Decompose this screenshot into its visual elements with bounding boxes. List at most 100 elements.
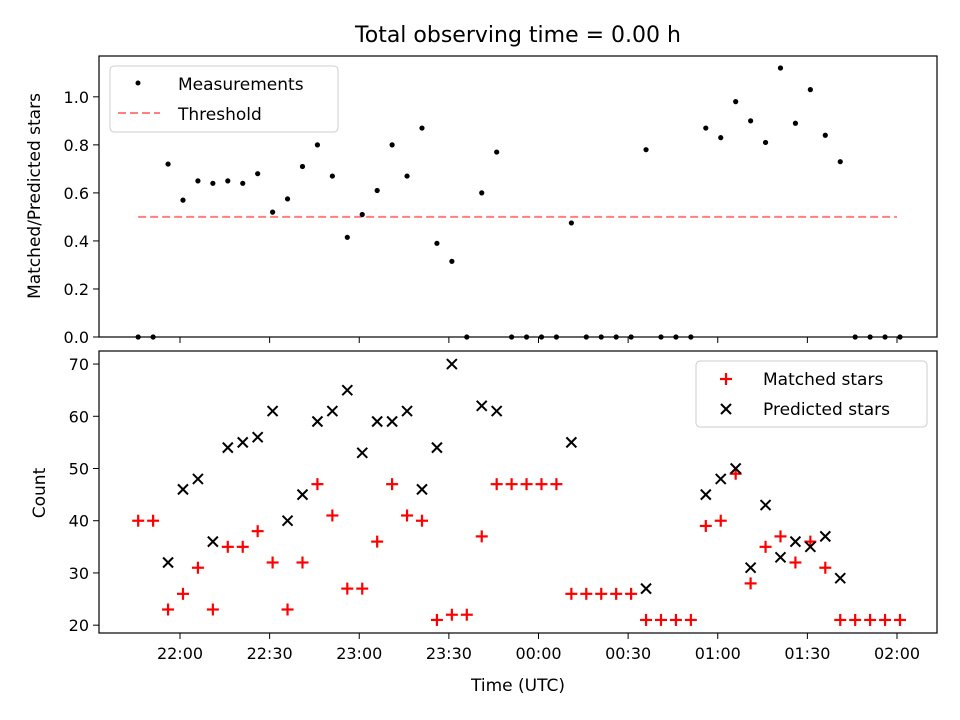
matched-star-point [371, 535, 384, 548]
legend-matched-label: Matched stars [763, 370, 883, 390]
predicted-star-point [744, 562, 757, 574]
measurement-point [568, 220, 574, 226]
measurement-point [837, 159, 843, 165]
matched-star-point [445, 608, 458, 621]
count-panel: 20 30 40 50 60 70 22:00 22:30 23:00 23:30 00:00 00… [30, 350, 938, 663]
x-tick-label: 22:00 [157, 644, 203, 663]
matched-star-point [281, 603, 294, 616]
matched-star-point [191, 561, 204, 574]
predicted-star-point [476, 400, 488, 412]
predicted-star-point [341, 384, 354, 396]
measurement-point [449, 258, 455, 264]
measurement-point [404, 173, 410, 179]
predicted-star-point [266, 405, 279, 417]
measurement-point [419, 125, 425, 131]
x-tick-label: 02:00 [874, 644, 920, 663]
predicted-star-point [296, 488, 309, 501]
matched-star-point [640, 613, 653, 626]
measurement-point [314, 142, 321, 148]
count-y-axis-label: Count [30, 467, 50, 518]
matched-star-point [714, 514, 727, 527]
measurement-point [195, 178, 201, 184]
count-plot-area [132, 358, 906, 626]
predicted-star-point [356, 447, 368, 459]
predicted-star-point [804, 541, 817, 553]
legend-measurements-marker [135, 80, 141, 86]
ratio-y-tick-label: 0.0 [64, 328, 89, 347]
measurement-point [643, 147, 649, 153]
ratio-plot-area [135, 65, 903, 340]
ratio-y-ticks: 0.0 0.2 0.4 0.6 0.8 1.0 [64, 88, 99, 347]
x-axis-label: Time (UTC) [470, 676, 565, 696]
predicted-star-point [311, 415, 324, 428]
measurement-point [748, 118, 754, 124]
ratio-legend: Measurements Threshold [109, 65, 339, 133]
matched-star-point [774, 530, 787, 543]
predicted-star-point [834, 572, 846, 584]
ratio-y-tick-label: 0.8 [64, 136, 89, 155]
count-y-tick-label: 50 [69, 460, 89, 479]
measurement-point [374, 187, 380, 194]
matched-star-point [266, 556, 279, 569]
predicted-star-point [237, 436, 249, 449]
matched-star-point [893, 613, 906, 626]
matched-star-point [684, 613, 697, 626]
matched-star-point [430, 613, 443, 626]
legend-predicted-label: Predicted stars [763, 400, 890, 420]
legend-matched-marker [720, 373, 732, 385]
measurement-point [777, 65, 784, 71]
measurement-point [434, 240, 440, 246]
predicted-star-point [700, 488, 712, 501]
count-legend: Matched stars Predicted stars [695, 360, 928, 428]
measurement-point [255, 171, 261, 177]
count-y-tick-label: 20 [69, 616, 89, 635]
predicted-star-point [222, 441, 234, 454]
legend-predicted-marker [720, 403, 732, 415]
matched-star-point [759, 540, 772, 553]
matched-star-point [132, 514, 145, 527]
matched-star-point [176, 587, 189, 600]
x-tick-label: 01:00 [695, 644, 741, 663]
count-y-tick-label: 70 [69, 355, 89, 374]
matched-star-point [580, 587, 593, 600]
matched-star-point [147, 514, 160, 527]
predicted-star-point [729, 462, 742, 475]
matched-star-point [610, 587, 623, 600]
matched-star-point [206, 603, 219, 616]
matched-star-point [879, 613, 892, 626]
measurement-point [344, 234, 350, 240]
measurement-point [822, 132, 828, 138]
predicted-star-point [774, 551, 787, 563]
predicted-star-point [446, 358, 458, 370]
predicted-star-point [371, 415, 383, 428]
x-tick-label: 00:30 [605, 644, 651, 663]
x-tick-label: 23:00 [336, 644, 382, 663]
ratio-y-tick-label: 0.4 [64, 232, 89, 251]
count-y-tick-label: 40 [69, 512, 89, 531]
measurement-point [329, 173, 335, 179]
measurement-point [240, 180, 246, 186]
count-y-ticks: 20 30 40 50 60 70 [69, 355, 99, 635]
matched-star-point [699, 519, 712, 532]
predicted-star-point [759, 499, 772, 511]
measurement-point [284, 196, 291, 202]
matched-star-point [490, 478, 503, 491]
count-y-tick-label: 30 [69, 564, 89, 583]
matched-star-point [550, 478, 563, 491]
predicted-star-point [789, 535, 802, 548]
ratio-y-tick-label: 0.6 [64, 184, 89, 203]
measurement-point [359, 211, 365, 218]
measurement-point [210, 180, 216, 186]
matched-star-point [654, 613, 667, 626]
matched-star-point [849, 613, 862, 626]
matched-star-point [520, 478, 533, 491]
ratio-y-axis-label: Matched/Predicted stars [25, 93, 45, 299]
predicted-star-point [490, 405, 503, 417]
measurement-point [225, 178, 231, 184]
measurement-point [792, 120, 799, 126]
matched-star-point [535, 478, 548, 491]
predicted-star-point [207, 535, 219, 548]
measurement-point [733, 99, 739, 105]
measurement-point [165, 161, 171, 167]
